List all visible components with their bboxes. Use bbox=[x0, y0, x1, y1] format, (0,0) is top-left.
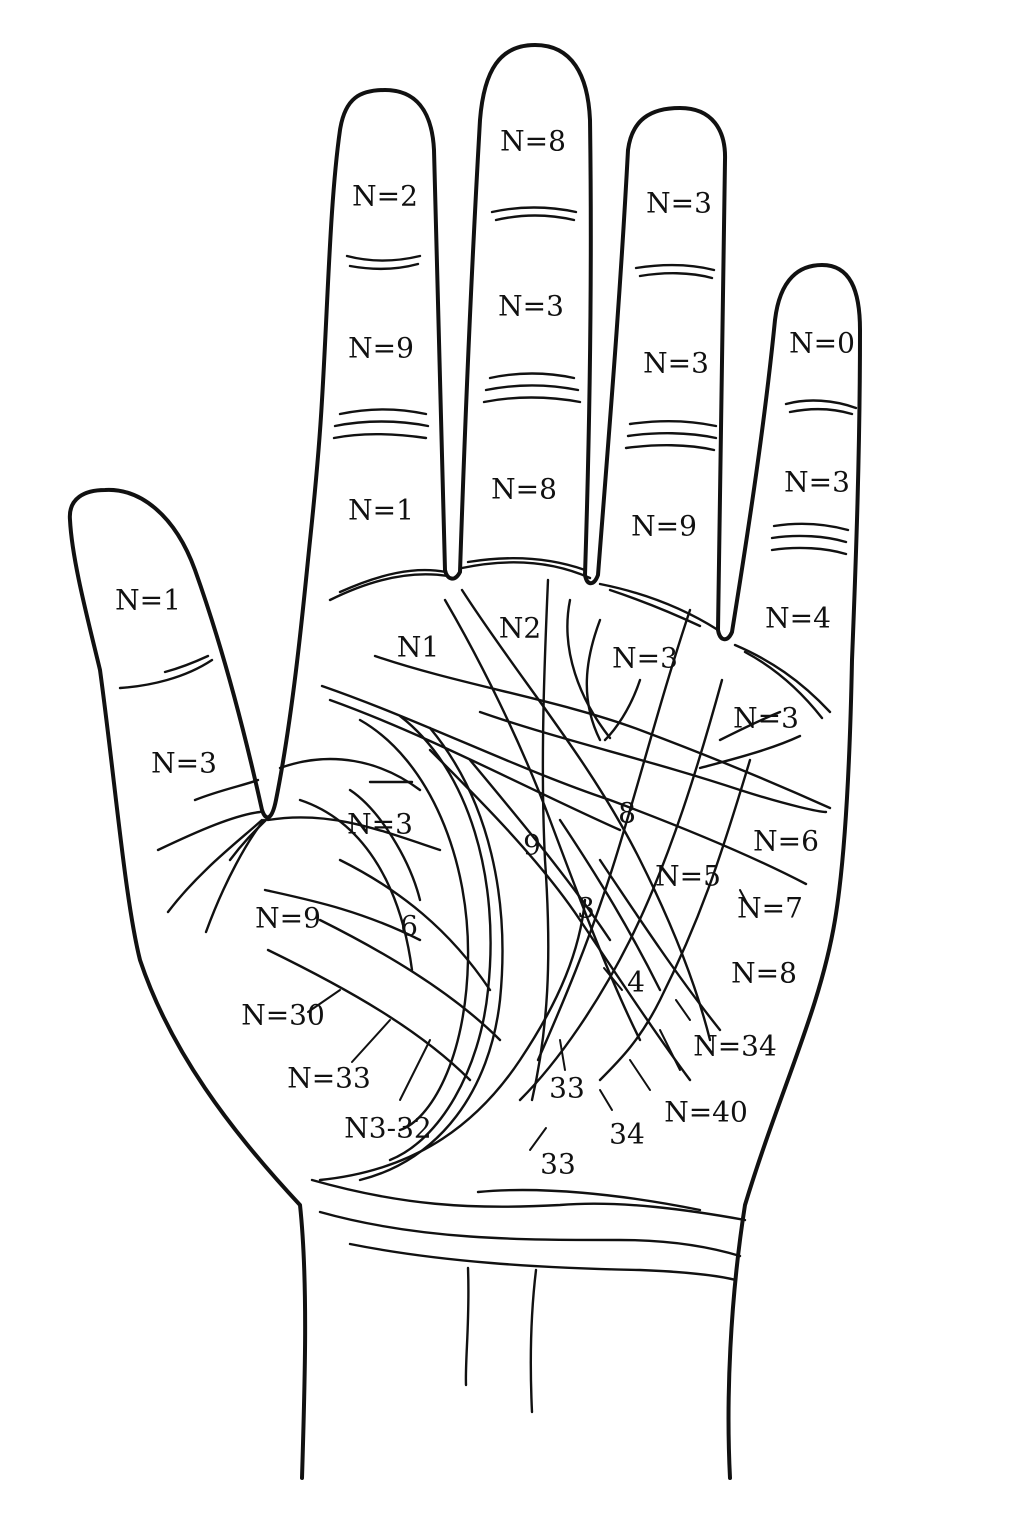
index-base-label: N=1 bbox=[348, 494, 414, 527]
palm-label: N=30 bbox=[241, 999, 325, 1032]
palm-label: N=5 bbox=[655, 860, 721, 893]
middle-middle-label: N=3 bbox=[498, 290, 564, 323]
palm-label: N=7 bbox=[737, 892, 803, 925]
little-tip-label: N=0 bbox=[789, 327, 855, 360]
little-base-label: N=4 bbox=[765, 602, 831, 635]
palm-label: 4 bbox=[627, 966, 645, 999]
palm-label: 33 bbox=[549, 1072, 585, 1105]
thumb-base-label: N=3 bbox=[151, 747, 217, 780]
palm-label: N=8 bbox=[731, 957, 797, 990]
thumb-tip-label: N=1 bbox=[115, 584, 181, 617]
finger-creases bbox=[118, 206, 858, 690]
palm-label: N3-32 bbox=[344, 1112, 431, 1145]
index-middle-label: N=9 bbox=[348, 332, 414, 365]
palm-label: N=40 bbox=[664, 1096, 748, 1129]
palm-labels: N1 N2 N=3 N=3 N=3 N=6 N=5 N=7 8 9 3 N=8 … bbox=[241, 612, 819, 1181]
middle-base-label: N=8 bbox=[491, 473, 557, 506]
palm-label: N=3 bbox=[733, 702, 799, 735]
hand-outline bbox=[67, 43, 862, 1480]
palm-label: N2 bbox=[499, 612, 541, 645]
palm-label: 34 bbox=[609, 1118, 645, 1151]
palm-label: N1 bbox=[397, 631, 439, 664]
ring-base-label: N=9 bbox=[631, 510, 697, 543]
palm-label: 3 bbox=[577, 892, 595, 925]
hand-silhouette bbox=[67, 43, 862, 1480]
little-middle-label: N=3 bbox=[784, 466, 850, 499]
palm-label: N=9 bbox=[255, 902, 321, 935]
palm-label: 33 bbox=[540, 1148, 576, 1181]
palm-base-creases bbox=[328, 557, 832, 720]
palm-label: N=34 bbox=[693, 1030, 777, 1063]
finger-labels: N=1 N=3 N=2 N=9 N=1 N=8 N=3 N=8 N=3 N=3 … bbox=[115, 125, 855, 780]
middle-tip-label: N=8 bbox=[500, 125, 566, 158]
ring-middle-label: N=3 bbox=[643, 347, 709, 380]
palm-label: N=6 bbox=[753, 825, 819, 858]
palm-label: N=3 bbox=[347, 808, 413, 841]
palm-label: N=33 bbox=[287, 1062, 371, 1095]
wrist-creases bbox=[310, 1178, 747, 1414]
ring-tip-label: N=3 bbox=[646, 187, 712, 220]
palm-label: 6 bbox=[400, 910, 418, 943]
index-tip-label: N=2 bbox=[352, 180, 418, 213]
palm-label: N=3 bbox=[612, 642, 678, 675]
palm-label: 9 bbox=[523, 829, 541, 862]
palm-lines bbox=[156, 578, 832, 1182]
palm-label: 8 bbox=[618, 797, 636, 830]
